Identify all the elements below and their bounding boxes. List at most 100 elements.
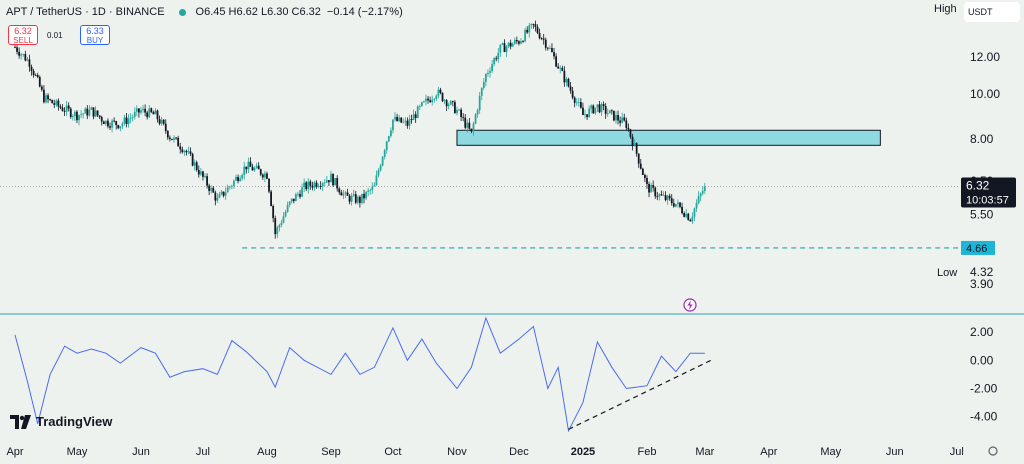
candle-body <box>677 202 679 204</box>
candle-body <box>251 166 254 171</box>
candle-body <box>140 110 142 113</box>
candle-body <box>425 98 427 102</box>
candle-body <box>406 120 409 126</box>
candle-body <box>515 40 518 42</box>
candle-body <box>476 110 479 115</box>
candle-body <box>69 108 72 118</box>
candle-body <box>623 117 626 121</box>
candle-body <box>350 195 353 202</box>
candle-body <box>330 174 332 183</box>
oscillator-line <box>14 316 705 433</box>
tradingview-logo[interactable]: TradingView <box>10 414 112 429</box>
candle-body <box>474 114 477 124</box>
candle-body <box>76 111 78 121</box>
candle-body <box>224 192 227 196</box>
oscillator-pane[interactable] <box>14 316 712 433</box>
price-axis-label: 10.00 <box>970 87 1000 101</box>
candle-body <box>433 98 436 100</box>
candle-body <box>286 204 289 212</box>
candle-body <box>303 182 306 188</box>
candle-body <box>472 123 475 132</box>
candle-body <box>573 97 576 103</box>
candle-body <box>594 107 597 114</box>
candle-body <box>420 102 423 106</box>
spread-value: 0.01 <box>47 31 63 40</box>
candle-body <box>561 67 564 71</box>
candle-body <box>615 115 617 121</box>
candle-body <box>61 107 64 111</box>
candle-body <box>49 99 52 101</box>
candle-body <box>482 82 485 88</box>
buy-label: BUY <box>86 36 104 45</box>
candle-body <box>526 29 529 33</box>
candle-body <box>309 181 312 186</box>
candle-body <box>646 178 648 184</box>
candle-body <box>59 106 62 108</box>
candle-body <box>344 192 347 194</box>
candle-body <box>596 104 599 108</box>
buy-button[interactable]: 6.33 BUY <box>80 25 110 45</box>
candle-body <box>464 117 467 128</box>
candle-body <box>668 195 671 199</box>
candle-body <box>142 108 144 111</box>
candle-body <box>689 220 692 222</box>
settings-gear-icon <box>988 446 998 456</box>
time-axis-label: Jun <box>886 446 904 458</box>
candle-body <box>579 102 582 108</box>
candle-body <box>22 54 25 55</box>
candle-body <box>528 25 531 33</box>
candle-body <box>173 137 175 140</box>
candle-body <box>625 120 628 128</box>
candle-body <box>245 166 248 170</box>
time-axis-label: Aug <box>257 446 277 458</box>
candle-body <box>301 187 303 197</box>
candle-body <box>567 78 570 87</box>
candle-body <box>522 41 524 43</box>
candle-body <box>111 120 113 128</box>
candle-body <box>313 182 316 188</box>
candle-body <box>40 86 43 90</box>
buy-price: 6.33 <box>86 26 104 36</box>
candle-body <box>429 100 432 103</box>
candle-body <box>404 120 407 122</box>
candle-body <box>650 185 653 193</box>
candle-body <box>544 39 547 48</box>
candle-body <box>563 70 566 83</box>
candle-body <box>253 168 256 171</box>
candle-body <box>631 136 634 147</box>
candle-body <box>86 108 89 116</box>
candle-body <box>36 75 39 78</box>
candle-body <box>288 201 291 205</box>
candle-body <box>466 122 469 128</box>
currency-select[interactable]: USDT <box>964 2 1020 22</box>
candle-body <box>348 195 351 202</box>
candle-body <box>138 108 140 113</box>
candle-body <box>660 194 663 196</box>
candle-body <box>94 110 97 117</box>
candle-body <box>418 105 421 107</box>
candle-body <box>681 206 683 214</box>
candle-body <box>652 185 655 188</box>
candle-body <box>518 41 520 44</box>
sell-button[interactable]: 6.32 SELL <box>8 25 38 45</box>
candle-body <box>524 29 527 42</box>
candle-body <box>150 108 153 113</box>
candle-body <box>294 194 297 202</box>
candle-body <box>470 128 473 132</box>
candle-body <box>602 104 605 107</box>
candle-body <box>431 99 434 103</box>
candle-body <box>259 169 262 175</box>
symbol-title[interactable]: APT / TetherUS · 1D · BINANCE <box>6 6 165 18</box>
candle-body <box>177 137 180 147</box>
candle-body <box>584 114 586 116</box>
candle-body <box>551 47 553 53</box>
time-axis-label: May <box>67 446 88 458</box>
candle-body <box>507 42 510 47</box>
candle-body <box>107 120 109 127</box>
candlestick-series[interactable] <box>14 20 706 239</box>
candle-body <box>617 115 619 121</box>
candle-body <box>458 109 460 111</box>
axes: 12.0010.008.006.505.503.902.000.00-2.00-… <box>6 50 1000 458</box>
candle-body <box>701 191 704 194</box>
